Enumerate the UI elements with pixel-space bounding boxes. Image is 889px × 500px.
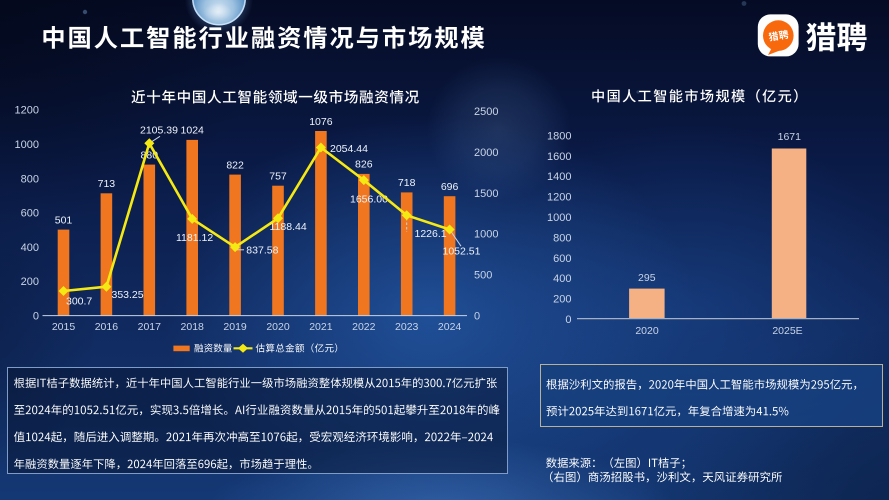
svg-text:501: 501: [55, 215, 73, 227]
svg-text:1656.00: 1656.00: [350, 193, 388, 205]
svg-text:1671: 1671: [778, 131, 802, 143]
svg-text:2020: 2020: [635, 325, 659, 337]
svg-text:2025E: 2025E: [772, 325, 802, 337]
svg-text:757: 757: [269, 171, 287, 183]
svg-text:1800: 1800: [547, 130, 571, 142]
svg-text:1000: 1000: [547, 212, 571, 224]
svg-text:2021: 2021: [309, 321, 333, 333]
svg-text:353.25: 353.25: [112, 289, 144, 301]
svg-text:2023: 2023: [395, 321, 419, 333]
svg-text:300.7: 300.7: [66, 295, 92, 307]
svg-text:826: 826: [355, 159, 373, 171]
svg-text:2000: 2000: [474, 147, 498, 159]
svg-text:200: 200: [553, 294, 571, 306]
svg-text:718: 718: [398, 177, 416, 189]
svg-text:400: 400: [553, 273, 571, 285]
svg-text:1000: 1000: [15, 139, 39, 151]
svg-text:2019: 2019: [223, 321, 247, 333]
svg-text:0: 0: [474, 311, 480, 323]
svg-text:2020: 2020: [266, 321, 290, 333]
svg-text:713: 713: [98, 178, 116, 190]
svg-text:1024: 1024: [181, 125, 205, 137]
svg-text:1500: 1500: [474, 188, 498, 200]
svg-text:837.58: 837.58: [246, 245, 278, 257]
svg-text:2024: 2024: [438, 321, 462, 333]
svg-text:2105.39: 2105.39: [140, 125, 178, 137]
svg-text:600: 600: [21, 208, 39, 220]
svg-text:1200: 1200: [15, 105, 39, 117]
svg-text:1000: 1000: [474, 229, 498, 241]
svg-text:2015: 2015: [52, 321, 76, 333]
svg-text:1400: 1400: [547, 171, 571, 183]
svg-text:295: 295: [638, 272, 656, 284]
svg-text:2016: 2016: [95, 321, 119, 333]
svg-text:1188.44: 1188.44: [270, 221, 307, 233]
svg-text:0: 0: [565, 314, 571, 326]
svg-text:1226.1: 1226.1: [415, 228, 447, 240]
svg-text:500: 500: [474, 270, 492, 282]
svg-text:2022: 2022: [352, 321, 376, 333]
svg-text:600: 600: [553, 253, 571, 265]
svg-text:400: 400: [21, 242, 39, 254]
svg-text:2017: 2017: [138, 321, 162, 333]
svg-text:800: 800: [21, 173, 39, 185]
svg-text:1076: 1076: [309, 116, 333, 128]
svg-text:1181.12: 1181.12: [176, 232, 213, 244]
svg-text:800: 800: [553, 232, 571, 244]
svg-text:1200: 1200: [547, 192, 571, 204]
svg-text:1600: 1600: [547, 151, 571, 163]
svg-text:0: 0: [33, 311, 39, 323]
svg-text:696: 696: [441, 181, 459, 193]
svg-text:2054.44: 2054.44: [330, 143, 368, 155]
svg-text:200: 200: [21, 276, 39, 288]
svg-text:1052.51: 1052.51: [443, 246, 481, 258]
svg-text:822: 822: [226, 159, 244, 171]
svg-text:2018: 2018: [181, 321, 205, 333]
svg-text:2500: 2500: [474, 106, 498, 118]
